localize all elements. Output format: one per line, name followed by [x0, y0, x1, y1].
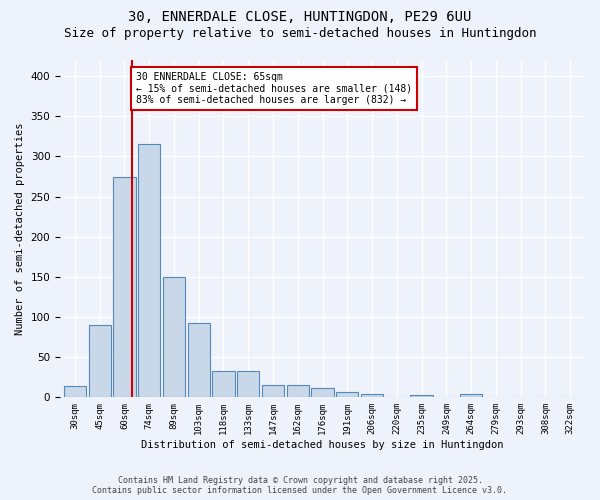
Bar: [113, 178, 136, 398]
Y-axis label: Number of semi-detached properties: Number of semi-detached properties: [15, 122, 25, 335]
Bar: [287, 386, 309, 398]
Text: Size of property relative to semi-detached houses in Huntingdon: Size of property relative to semi-detach…: [64, 28, 536, 40]
Bar: [311, 388, 334, 398]
X-axis label: Distribution of semi-detached houses by size in Huntingdon: Distribution of semi-detached houses by …: [141, 440, 504, 450]
Bar: [163, 277, 185, 398]
Bar: [64, 386, 86, 398]
Bar: [237, 371, 259, 398]
Bar: [212, 371, 235, 398]
Bar: [262, 386, 284, 398]
Bar: [336, 392, 358, 398]
Bar: [460, 394, 482, 398]
Text: 30 ENNERDALE CLOSE: 65sqm
← 15% of semi-detached houses are smaller (148)
83% of: 30 ENNERDALE CLOSE: 65sqm ← 15% of semi-…: [136, 72, 412, 105]
Bar: [138, 144, 160, 398]
Text: 30, ENNERDALE CLOSE, HUNTINGDON, PE29 6UU: 30, ENNERDALE CLOSE, HUNTINGDON, PE29 6U…: [128, 10, 472, 24]
Text: Contains HM Land Registry data © Crown copyright and database right 2025.
Contai: Contains HM Land Registry data © Crown c…: [92, 476, 508, 495]
Bar: [410, 395, 433, 398]
Bar: [89, 325, 111, 398]
Bar: [188, 322, 210, 398]
Bar: [361, 394, 383, 398]
